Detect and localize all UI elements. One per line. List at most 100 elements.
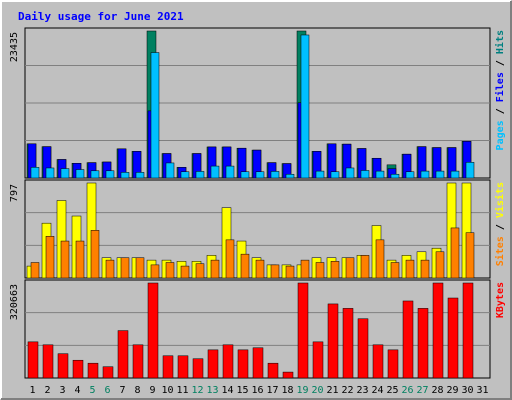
kbytes-bar xyxy=(372,344,384,379)
sites-bar xyxy=(330,261,340,279)
pages-bar xyxy=(405,171,415,179)
kbytes-bar xyxy=(342,308,354,379)
sites-bar xyxy=(420,259,430,279)
day-label: 20 xyxy=(311,385,323,396)
day-label: 12 xyxy=(191,385,203,396)
day-label: 29 xyxy=(446,385,458,396)
hits-legend-part: / xyxy=(495,54,506,72)
kbytes-bar xyxy=(447,297,459,379)
sites-bar xyxy=(375,239,385,279)
pages-bar xyxy=(165,162,175,179)
pages-bar xyxy=(30,167,40,179)
kbytes-bar xyxy=(132,344,144,379)
visits-ymax-label: 797 xyxy=(9,184,20,202)
kbytes-bar xyxy=(102,366,114,379)
day-label: 9 xyxy=(149,385,155,396)
kbytes-bar xyxy=(462,282,474,379)
pages-bar xyxy=(330,171,340,179)
hits-legend-part: Pages xyxy=(495,120,506,150)
visits-legend-part: Visits xyxy=(494,182,506,218)
pages-bar xyxy=(255,171,265,179)
sites-bar xyxy=(345,257,355,279)
sites-bar xyxy=(60,240,70,279)
pages-bar xyxy=(360,170,370,179)
day-label: 1 xyxy=(29,385,35,396)
day-label: 14 xyxy=(221,385,233,396)
kbytes-bar xyxy=(417,308,429,379)
day-label: 26 xyxy=(401,385,413,396)
sites-bar xyxy=(120,257,130,279)
hits-legend-part: / xyxy=(495,102,506,120)
hits-ymax-label: 23435 xyxy=(9,32,20,62)
pages-bar xyxy=(135,172,145,179)
day-label: 4 xyxy=(74,385,80,396)
day-label: 28 xyxy=(431,385,443,396)
day-label: 10 xyxy=(161,385,173,396)
kbytes-bar xyxy=(222,344,234,379)
sites-bar xyxy=(150,264,160,279)
day-label: 18 xyxy=(281,385,293,396)
sites-bar xyxy=(450,227,460,279)
kbytes-bar xyxy=(252,347,264,379)
kbytes-bar xyxy=(327,303,339,379)
day-label: 11 xyxy=(176,385,188,396)
sites-bar xyxy=(90,230,100,279)
day-label: 13 xyxy=(206,385,218,396)
pages-bar xyxy=(435,170,445,179)
day-label: 3 xyxy=(59,385,65,396)
sites-bar xyxy=(30,262,40,279)
kbytes-bar xyxy=(192,358,204,379)
kbytes-bar xyxy=(402,300,414,379)
day-label: 6 xyxy=(104,385,110,396)
kbytes-bar xyxy=(267,362,279,379)
pages-bar xyxy=(90,170,100,179)
kbytes-bar xyxy=(297,282,309,379)
kbytes-bar xyxy=(42,344,54,379)
kbytes-bar xyxy=(27,341,39,379)
pages-bar xyxy=(210,165,220,179)
sites-bar xyxy=(360,255,370,279)
sites-bar xyxy=(45,236,55,279)
kbytes-bar xyxy=(177,355,189,379)
kbytes-bar xyxy=(387,349,399,379)
sites-bar xyxy=(270,264,280,279)
hits-legend-part: Files xyxy=(494,72,506,102)
kbytes-bar xyxy=(237,349,249,379)
pages-bar xyxy=(465,162,475,179)
kbytes-ymax-label: 320663 xyxy=(9,284,20,320)
day-label: 23 xyxy=(356,385,368,396)
sites-bar xyxy=(405,259,415,279)
sites-bar xyxy=(435,251,445,279)
day-label: 7 xyxy=(119,385,125,396)
pages-bar xyxy=(345,167,355,179)
sites-bar xyxy=(135,257,145,279)
kbytes-bar xyxy=(147,282,159,379)
day-label: 15 xyxy=(236,385,248,396)
pages-bar xyxy=(225,165,235,179)
pages-bar xyxy=(450,170,460,179)
kbytes-bar xyxy=(312,341,324,379)
day-label: 19 xyxy=(296,385,308,396)
kbytes-bar xyxy=(357,318,369,379)
day-label: 24 xyxy=(371,385,383,396)
sites-bar xyxy=(75,240,85,279)
pages-bar xyxy=(300,34,310,179)
pages-bar xyxy=(75,169,85,179)
chart-title: Daily usage for June 2021 xyxy=(18,10,184,23)
day-label: 25 xyxy=(386,385,398,396)
kbytes-bar xyxy=(162,355,174,379)
sites-bar xyxy=(390,262,400,279)
day-label: 2 xyxy=(44,385,50,396)
sites-bar xyxy=(315,262,325,279)
pages-bar xyxy=(195,171,205,179)
day-label: 31 xyxy=(476,385,488,396)
sites-bar xyxy=(180,265,190,279)
pages-bar xyxy=(180,171,190,179)
pages-bar xyxy=(270,171,280,179)
pages-bar xyxy=(375,170,385,179)
day-label: 8 xyxy=(134,385,140,396)
kbytes-bar xyxy=(57,353,69,379)
